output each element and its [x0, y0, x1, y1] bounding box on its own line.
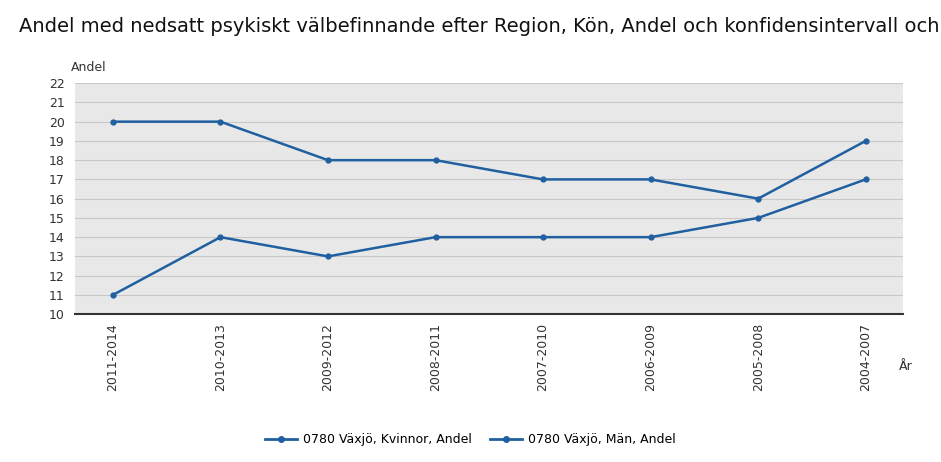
0780 Växjö, Kvinnor, Andel [323, 158, 334, 163]
0780 Växjö, Män, Andel [215, 234, 226, 240]
Line: 0780 Växjö, Kvinnor, Andel: 0780 Växjö, Kvinnor, Andel [110, 119, 869, 201]
0780 Växjö, Kvinnor, Andel [753, 196, 764, 201]
0780 Växjö, Kvinnor, Andel [645, 176, 656, 182]
0780 Växjö, Kvinnor, Andel [107, 119, 119, 124]
0780 Växjö, Kvinnor, Andel [537, 176, 549, 182]
Line: 0780 Växjö, Män, Andel: 0780 Växjö, Män, Andel [110, 177, 869, 298]
0780 Växjö, Män, Andel [537, 234, 549, 240]
0780 Växjö, Män, Andel [107, 292, 119, 298]
Text: Andel med nedsatt psykiskt välbefinnande efter Region, Kön, Andel och konfidensi: Andel med nedsatt psykiskt välbefinnande… [19, 14, 941, 36]
0780 Växjö, Kvinnor, Andel [215, 119, 226, 124]
0780 Växjö, Kvinnor, Andel [860, 138, 871, 144]
0780 Växjö, Kvinnor, Andel [430, 158, 441, 163]
0780 Växjö, Män, Andel [645, 234, 656, 240]
0780 Växjö, Män, Andel [753, 215, 764, 221]
Legend: 0780 Växjö, Kvinnor, Andel, 0780 Växjö, Män, Andel: 0780 Växjö, Kvinnor, Andel, 0780 Växjö, … [261, 428, 680, 451]
0780 Växjö, Män, Andel [323, 254, 334, 259]
Text: Andel: Andel [72, 61, 106, 74]
Text: År: År [899, 360, 913, 373]
0780 Växjö, Män, Andel [860, 176, 871, 182]
0780 Växjö, Män, Andel [430, 234, 441, 240]
